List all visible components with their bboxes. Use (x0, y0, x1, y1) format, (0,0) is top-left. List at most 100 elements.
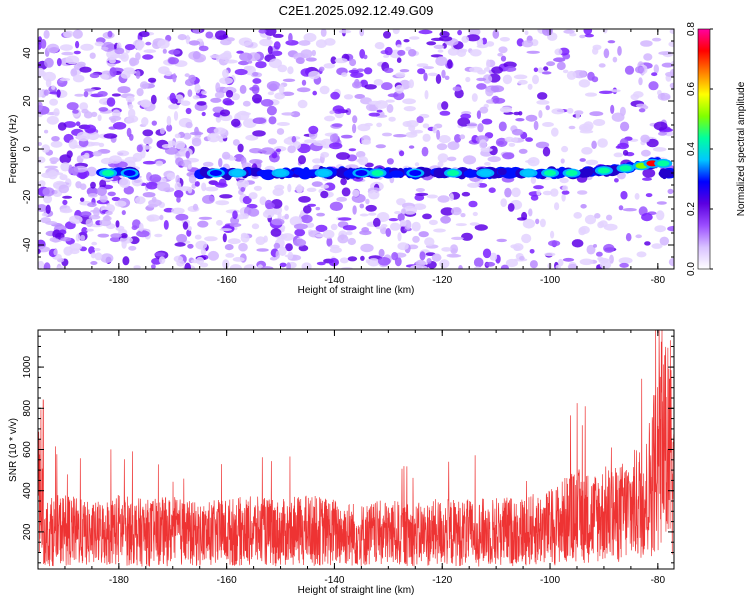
noise-blob (376, 212, 390, 222)
noise-blob (249, 148, 263, 154)
noise-blob (42, 187, 55, 197)
noise-blob (174, 133, 181, 139)
noise-blob (586, 244, 596, 255)
noise-blob (261, 266, 274, 269)
noise-blob (90, 142, 101, 146)
noise-blob (68, 139, 78, 150)
noise-blob (174, 140, 186, 150)
noise-blob (567, 263, 578, 269)
noise-blob (109, 58, 116, 64)
noise-blob (437, 102, 443, 111)
noise-blob (394, 211, 402, 215)
noise-blob (502, 74, 513, 85)
noise-blob (194, 234, 202, 240)
noise-blob (643, 53, 653, 61)
noise-blob (157, 39, 170, 49)
noise-blob (492, 97, 506, 104)
noise-blob (243, 65, 252, 71)
noise-blob (603, 223, 618, 231)
noise-blob (424, 90, 429, 100)
noise-blob (168, 49, 181, 55)
noise-blob (619, 262, 629, 268)
noise-blob (255, 236, 266, 246)
noise-blob (207, 250, 219, 261)
noise-blob (422, 66, 434, 70)
noise-blob (392, 29, 400, 35)
y-tick-label: 40 (22, 47, 33, 59)
noise-blob (422, 213, 432, 220)
noise-blob (578, 79, 591, 88)
noise-blob (284, 205, 289, 211)
noise-blob (112, 122, 127, 130)
noise-blob (395, 84, 404, 94)
noise-blob (471, 93, 478, 102)
noise-blob (172, 73, 177, 83)
noise-blob (205, 31, 214, 39)
noise-blob (479, 139, 487, 150)
noise-blob (278, 84, 285, 94)
noise-blob (383, 67, 394, 74)
noise-blob (393, 90, 405, 101)
noise-blob (287, 66, 294, 75)
noise-blob (191, 137, 202, 147)
noise-blob (527, 83, 533, 90)
noise-blob (41, 144, 50, 153)
noise-blob (535, 218, 540, 225)
noise-blob (499, 106, 513, 113)
noise-blob (175, 213, 189, 221)
noise-blob (441, 69, 446, 79)
noise-blob (614, 178, 619, 183)
noise-blob (437, 49, 444, 53)
noise-blob (173, 111, 179, 121)
noise-blob (273, 242, 281, 249)
noise-blob (38, 101, 43, 111)
noise-blob (287, 251, 294, 260)
noise-blob (476, 77, 487, 82)
noise-blob (485, 41, 495, 47)
noise-blob (542, 29, 553, 36)
noise-blob (142, 54, 154, 60)
noise-blob (83, 90, 89, 98)
noise-blob (528, 208, 533, 217)
signal-peak (597, 167, 610, 174)
y-tick-label: 600 (22, 441, 33, 458)
noise-blob (640, 134, 650, 143)
noise-blob (352, 115, 358, 124)
noise-blob (618, 205, 624, 211)
noise-blob (347, 237, 356, 246)
noise-blob (399, 150, 405, 157)
noise-blob (142, 129, 154, 137)
colorbar-tick-label: 0.4 (686, 142, 697, 156)
noise-blob (277, 211, 282, 221)
noise-blob (474, 224, 488, 231)
noise-blob (81, 108, 89, 114)
noise-blob (281, 112, 295, 116)
noise-blob (620, 121, 630, 132)
noise-blob (373, 217, 381, 228)
noise-blob (589, 111, 604, 117)
noise-blob (159, 127, 165, 135)
noise-blob (613, 152, 624, 158)
noise-blob (406, 120, 419, 128)
noise-blob (476, 83, 487, 90)
noise-blob (89, 72, 100, 79)
noise-blob (315, 39, 327, 48)
noise-blob (447, 47, 459, 56)
noise-blob (46, 115, 59, 125)
noise-blob (285, 40, 299, 46)
noise-blob (396, 44, 402, 48)
noise-blob (416, 116, 424, 124)
noise-blob (290, 111, 301, 118)
noise-blob (354, 78, 360, 88)
noise-blob (375, 226, 384, 230)
noise-blob (634, 193, 640, 200)
noise-blob (140, 145, 152, 150)
noise-blob (653, 64, 659, 74)
signal-peak (657, 160, 670, 167)
noise-blob (243, 264, 257, 269)
noise-blob (76, 131, 90, 142)
noise-blob (89, 52, 96, 59)
noise-blob (219, 52, 232, 60)
noise-blob (80, 234, 86, 241)
noise-blob (312, 90, 318, 96)
